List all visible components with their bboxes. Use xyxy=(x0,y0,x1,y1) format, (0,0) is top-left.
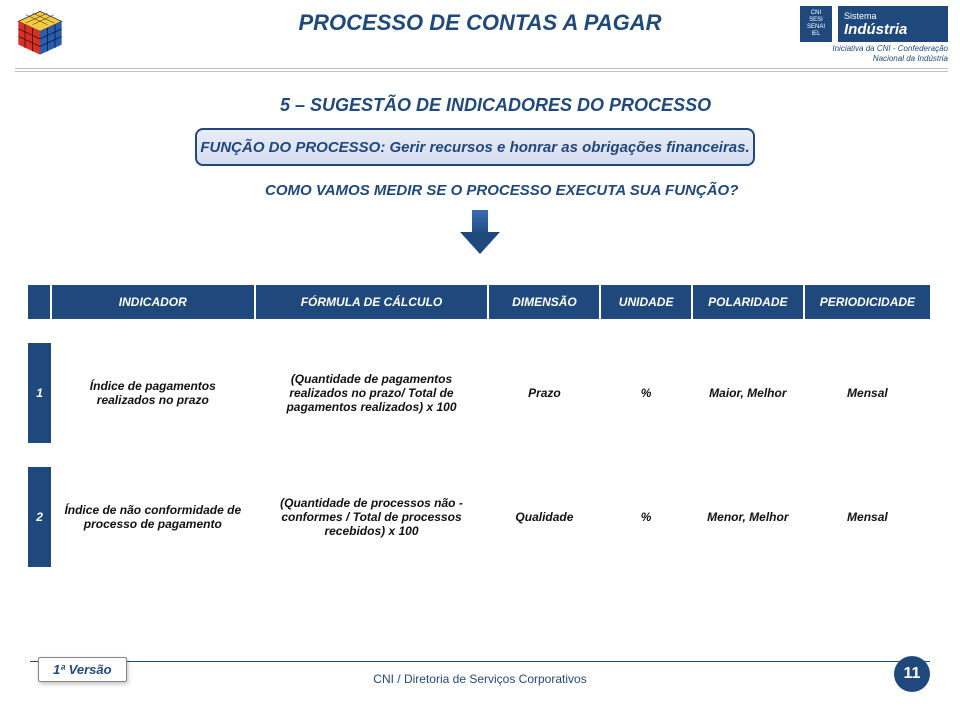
footer-divider xyxy=(30,661,930,662)
logo-sistema-icon: Sistema Indústria xyxy=(838,6,948,42)
section-title: 5 – SUGESTÃO DE INDICADORES DO PROCESSO xyxy=(280,95,711,116)
cell-dimensao: Prazo xyxy=(488,343,600,443)
table-header-row: INDICADOR FÓRMULA DE CÁLCULO DIMENSÃO UN… xyxy=(28,285,931,319)
measure-subtitle: COMO VAMOS MEDIR SE O PROCESSO EXECUTA S… xyxy=(265,182,738,199)
cell-formula: (Quantidade de pagamentos realizados no … xyxy=(255,343,489,443)
row-index: 2 xyxy=(28,467,51,567)
cell-indicador: Índice de não conformidade de processo d… xyxy=(51,467,254,567)
col-unidade: UNIDADE xyxy=(600,285,692,319)
logo-caption: Iniciativa da CNI - Confederação Naciona… xyxy=(832,44,948,63)
row-index: 1 xyxy=(28,343,51,443)
col-blank xyxy=(28,285,51,319)
col-dimensao: DIMENSÃO xyxy=(488,285,600,319)
logo-caption-line: Iniciativa da CNI - Confederação xyxy=(832,44,948,54)
logo-cni-line: CNI xyxy=(811,10,821,17)
col-polaridade: POLARIDADE xyxy=(692,285,804,319)
divider xyxy=(15,71,948,72)
logo-cni-line: SESI xyxy=(809,17,823,24)
rubiks-cube-icon xyxy=(15,8,65,58)
table-row: 1 Índice de pagamentos realizados no pra… xyxy=(28,343,931,443)
cell-periodicidade: Mensal xyxy=(804,467,931,567)
cell-unidade: % xyxy=(600,343,692,443)
col-periodicidade: PERIODICIDADE xyxy=(804,285,931,319)
version-badge: 1ª Versão xyxy=(38,657,127,682)
cell-polaridade: Maior, Melhor xyxy=(692,343,804,443)
col-formula: FÓRMULA DE CÁLCULO xyxy=(255,285,489,319)
header-logos: CNI SESI SENAI IEL Sistema Indústria xyxy=(800,6,948,42)
function-box: FUNÇÃO DO PROCESSO: Gerir recursos e hon… xyxy=(195,128,755,166)
indicator-table: INDICADOR FÓRMULA DE CÁLCULO DIMENSÃO UN… xyxy=(28,285,932,567)
logo-sistema-bottom: Indústria xyxy=(844,21,948,38)
function-box-text: FUNÇÃO DO PROCESSO: Gerir recursos e hon… xyxy=(200,139,749,156)
cell-formula: (Quantidade de processos não - conformes… xyxy=(255,467,489,567)
page-title: PROCESSO DE CONTAS A PAGAR xyxy=(298,10,661,36)
cell-indicador: Índice de pagamentos realizados no prazo xyxy=(51,343,254,443)
divider xyxy=(15,68,948,69)
arrow-down-icon xyxy=(460,210,500,255)
cell-dimensao: Qualidade xyxy=(488,467,600,567)
cell-periodicidade: Mensal xyxy=(804,343,931,443)
logo-sistema-top: Sistema xyxy=(844,11,948,21)
page-number: 11 xyxy=(894,656,930,692)
logo-cni-line: IEL xyxy=(811,31,820,38)
cell-polaridade: Menor, Melhor xyxy=(692,467,804,567)
footer-text: CNI / Diretoria de Serviços Corporativos xyxy=(373,672,586,686)
logo-caption-line: Nacional da Indústria xyxy=(832,54,948,64)
logo-cni-line: SENAI xyxy=(807,24,825,31)
table-row: 2 Índice de não conformidade de processo… xyxy=(28,467,931,567)
logo-cni-icon: CNI SESI SENAI IEL xyxy=(800,6,832,42)
cell-unidade: % xyxy=(600,467,692,567)
col-indicador: INDICADOR xyxy=(51,285,254,319)
header: PROCESSO DE CONTAS A PAGAR CNI SESI SENA… xyxy=(0,0,960,70)
